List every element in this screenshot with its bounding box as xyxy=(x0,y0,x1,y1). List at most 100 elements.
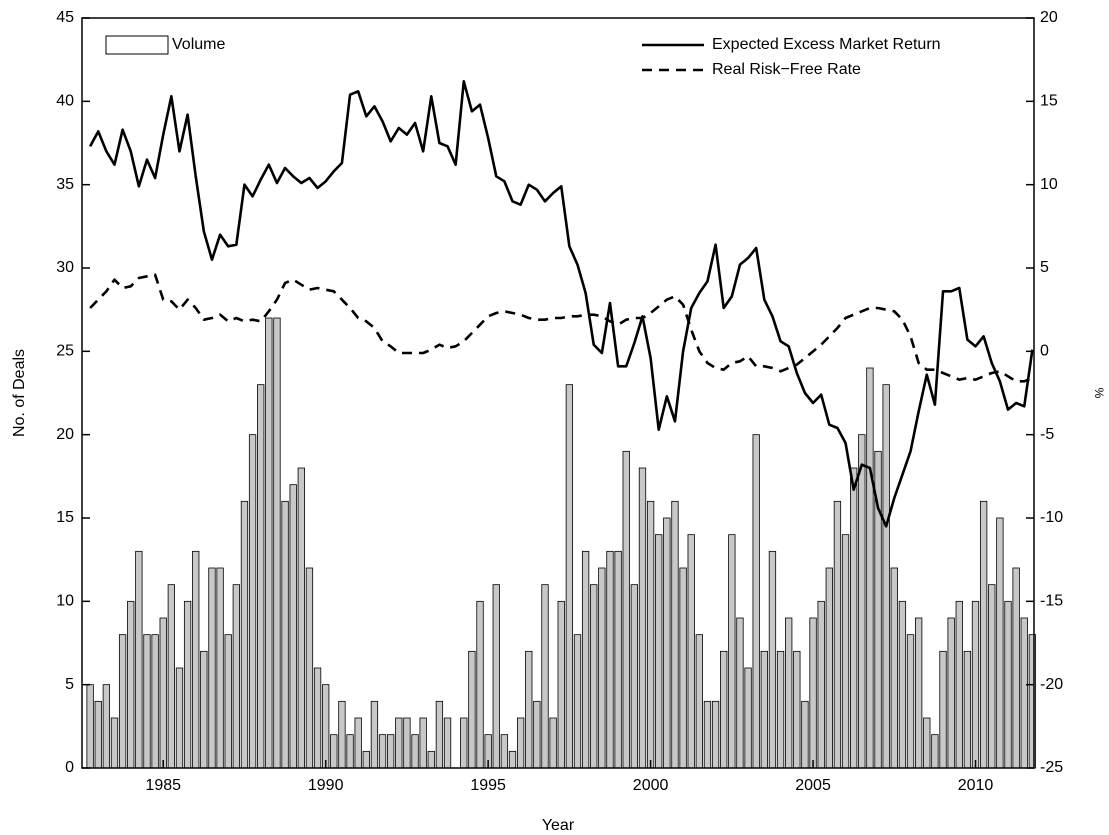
y2-tick-label: 15 xyxy=(1040,93,1058,110)
bar xyxy=(736,617,744,769)
bar xyxy=(695,634,703,769)
x-tick-label: 2010 xyxy=(958,777,994,794)
bar xyxy=(175,667,184,769)
bar xyxy=(923,717,931,769)
bar xyxy=(663,517,671,769)
bar xyxy=(687,534,695,769)
bar xyxy=(996,517,1004,769)
bar xyxy=(549,717,557,769)
bar xyxy=(825,567,833,769)
bar xyxy=(630,584,639,769)
bar xyxy=(257,384,265,769)
y-tick-label: 20 xyxy=(56,426,74,443)
bar xyxy=(192,550,200,769)
bar xyxy=(557,600,565,769)
bar xyxy=(110,717,119,769)
plot-frame xyxy=(81,17,1035,769)
bar xyxy=(776,650,785,769)
bar xyxy=(963,650,972,769)
bar xyxy=(833,500,842,769)
bar xyxy=(200,650,208,769)
bar xyxy=(915,617,923,769)
bar xyxy=(760,650,768,769)
line-series xyxy=(89,273,1033,383)
y2-tick-label: -5 xyxy=(1040,426,1054,443)
bar xyxy=(240,500,249,769)
bar xyxy=(281,500,289,769)
bar xyxy=(159,617,167,769)
bar xyxy=(86,684,94,769)
bar xyxy=(590,584,598,769)
y2-tick-label: 10 xyxy=(1040,176,1058,193)
bar xyxy=(354,717,362,769)
bar xyxy=(460,717,468,769)
bar xyxy=(655,534,663,769)
bar xyxy=(841,534,850,769)
bar xyxy=(533,700,541,769)
bar xyxy=(216,567,224,769)
y-axis-label: No. of Deals xyxy=(11,349,28,437)
x-tick-label: 1990 xyxy=(308,777,344,794)
y2-tick-label: 20 xyxy=(1040,9,1058,26)
bar xyxy=(866,367,874,769)
x-tick-label: 2000 xyxy=(633,777,669,794)
legend-swatch xyxy=(105,35,169,55)
bar xyxy=(135,550,143,769)
bar xyxy=(614,550,622,769)
y-tick-label: 5 xyxy=(65,676,74,693)
bar xyxy=(768,550,777,769)
y2-axis-label: % xyxy=(1092,388,1106,399)
bar xyxy=(793,650,801,769)
bar xyxy=(362,750,370,769)
y-tick-label: 15 xyxy=(56,509,74,526)
bar xyxy=(508,750,517,769)
y-tick-label: 10 xyxy=(56,593,74,610)
y2-tick-label: -15 xyxy=(1040,593,1063,610)
y-tick-label: 45 xyxy=(56,9,74,26)
y-tick-label: 30 xyxy=(56,259,74,276)
bar xyxy=(850,467,858,769)
bar xyxy=(809,617,817,769)
bar xyxy=(1012,567,1020,769)
bar xyxy=(890,567,898,769)
bar xyxy=(330,734,338,769)
bar xyxy=(947,617,955,769)
bar xyxy=(988,584,996,769)
bar xyxy=(435,700,444,769)
bar xyxy=(646,500,655,769)
bar xyxy=(273,317,281,769)
bar xyxy=(525,650,533,769)
bar xyxy=(858,434,866,769)
bar xyxy=(265,317,273,769)
bar xyxy=(598,567,606,769)
bar xyxy=(817,600,825,769)
bar xyxy=(744,667,752,769)
bar xyxy=(370,700,379,769)
bar xyxy=(979,500,988,769)
x-tick-label: 1985 xyxy=(145,777,181,794)
bar xyxy=(411,734,419,769)
bar xyxy=(500,734,509,769)
bar xyxy=(248,434,257,769)
bar xyxy=(906,634,915,769)
bar xyxy=(541,584,549,769)
y-tick-label: 35 xyxy=(56,176,74,193)
bar xyxy=(419,717,427,769)
bar xyxy=(476,600,484,769)
bar xyxy=(1020,617,1028,769)
bar xyxy=(102,684,111,769)
y2-tick-label: -10 xyxy=(1040,509,1063,526)
bar xyxy=(183,600,192,769)
y-tick-label: 0 xyxy=(65,759,74,776)
bar xyxy=(395,717,403,769)
bar xyxy=(679,567,687,769)
x-axis-label: Year xyxy=(542,817,575,834)
bar xyxy=(127,600,135,769)
bar xyxy=(492,584,500,769)
bar xyxy=(728,534,736,769)
y2-tick-label: 5 xyxy=(1040,259,1049,276)
bar xyxy=(720,650,728,769)
bar xyxy=(785,617,793,769)
bar xyxy=(118,634,127,769)
